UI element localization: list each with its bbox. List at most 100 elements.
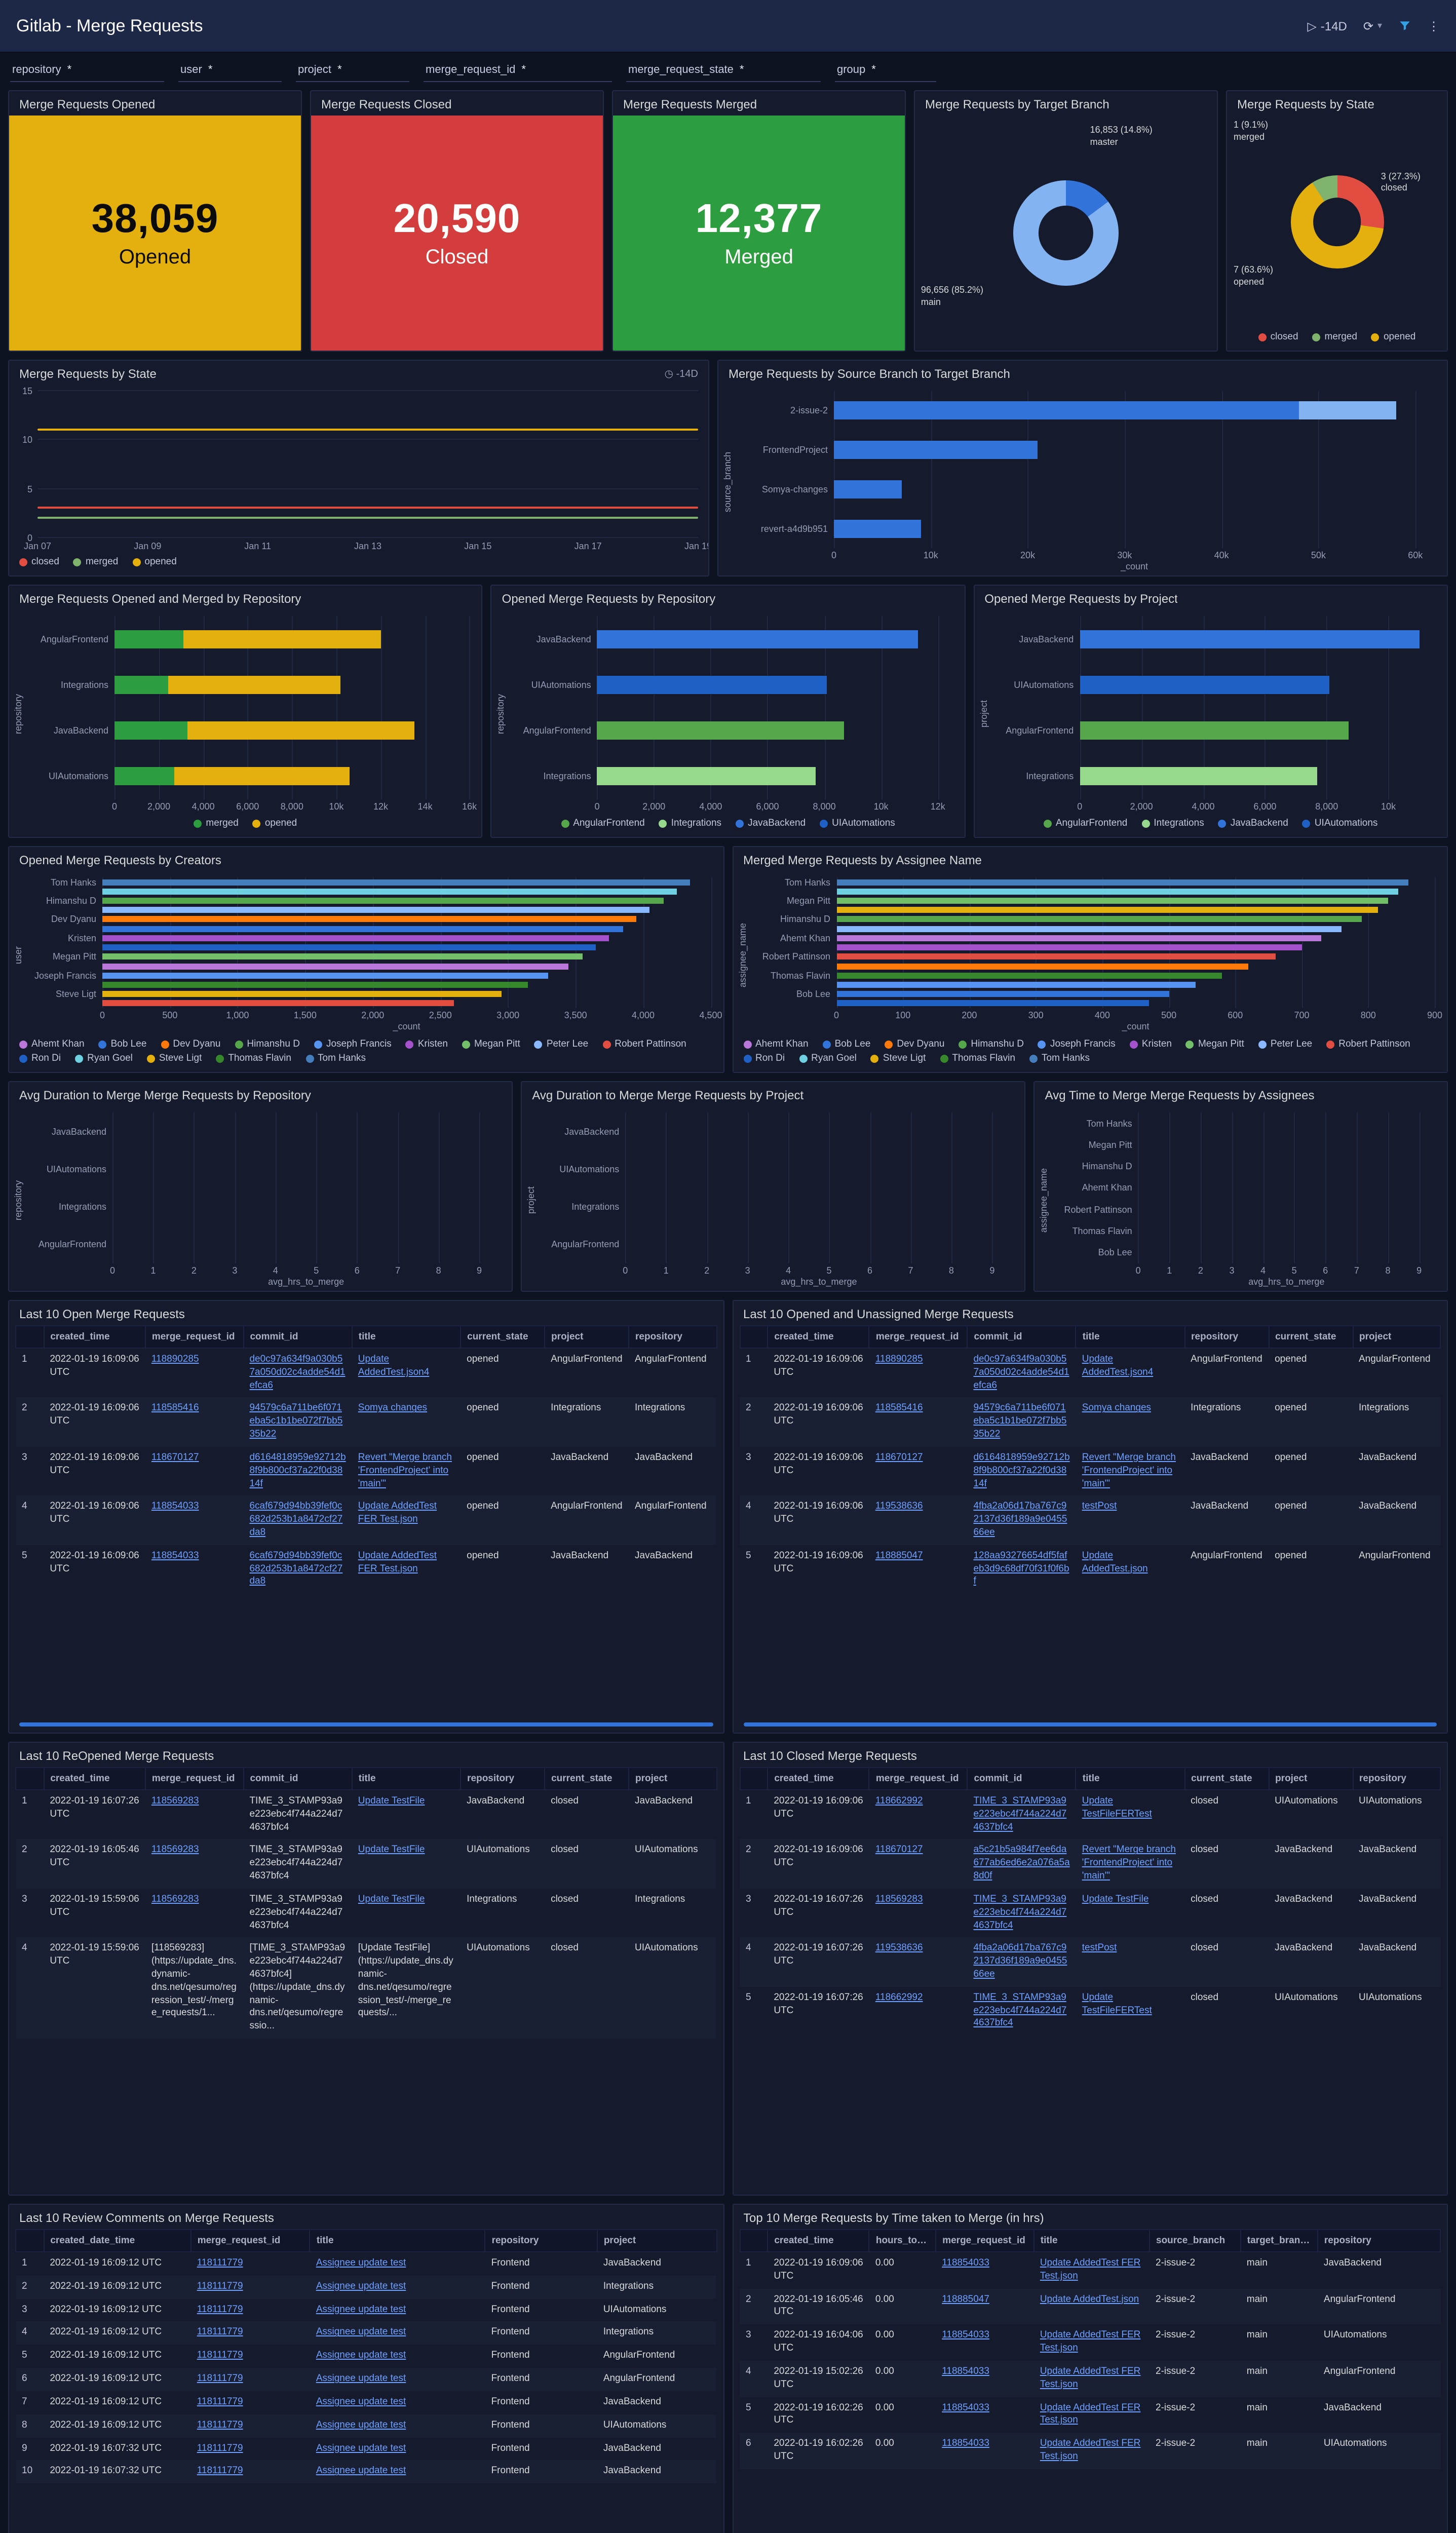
filter-merge-request-id[interactable]: merge_request_id *: [424, 61, 612, 82]
panel-title[interactable]: Opened Merge Requests by Repository: [502, 592, 716, 606]
table-row[interactable]: 1 2022-01-19 16:09:06 UTC 0.00 118854033 Upd…: [740, 2252, 1440, 2288]
table-row[interactable]: 1 2022-01-19 16:09:12 UTC 118111779 Assigne…: [16, 2252, 716, 2276]
table-link[interactable]: Update AddedTest FER Test.json: [358, 1501, 437, 1525]
panel-title[interactable]: Last 10 Open Merge Requests: [19, 1307, 185, 1321]
table-link[interactable]: Somya changes: [358, 1402, 428, 1414]
table-link[interactable]: 118670127: [875, 1844, 923, 1856]
legend-item[interactable]: Robert Pattinson: [602, 1039, 686, 1050]
legend-item[interactable]: Robert Pattinson: [1326, 1039, 1410, 1050]
table-link[interactable]: Update AddedTest.json4: [1082, 1354, 1154, 1378]
table-link[interactable]: 118854033: [151, 1550, 199, 1561]
table-link[interactable]: 118890285: [151, 1354, 199, 1365]
table-link[interactable]: Assignee update test: [316, 2419, 406, 2431]
table-link[interactable]: TIME_3_STAMP93a9e223ebc4f744a224d74637bf…: [973, 1893, 1067, 1931]
table-link[interactable]: 118111779: [197, 2396, 243, 2407]
table-row[interactable]: 5 2022-01-19 16:09:12 UTC 118111779 Assigne…: [16, 2345, 716, 2368]
panel-title[interactable]: Merge Requests Merged: [623, 97, 757, 111]
table-link[interactable]: Update AddedTest.json: [1040, 2293, 1139, 2305]
legend-item[interactable]: Thomas Flavin: [216, 1053, 291, 1064]
column-header[interactable]: created_time: [767, 2229, 870, 2252]
column-header[interactable]: current_state: [544, 1767, 629, 1790]
panel-title[interactable]: Merge Requests Closed: [321, 97, 452, 111]
table-row[interactable]: 2 2022-01-19 16:05:46 UTC 0.00 118885047 Upd…: [740, 2288, 1440, 2325]
filter-user[interactable]: user *: [178, 61, 282, 82]
legend-item[interactable]: AngularFrontend: [561, 818, 645, 829]
table-row[interactable]: 4 2022-01-19 16:09:06 UTC 118854033 6caf679…: [16, 1495, 716, 1545]
legend-item[interactable]: Himanshu D: [235, 1039, 300, 1050]
column-header[interactable]: created_date_time: [43, 2229, 191, 2252]
table-row[interactable]: 8 2022-01-19 16:09:12 UTC 118111779 Assigne…: [16, 2414, 716, 2437]
legend-item[interactable]: Integrations: [659, 818, 721, 829]
table-link[interactable]: TIME_3_STAMP93a9e223ebc4f744a224d74637bf…: [973, 1991, 1067, 2029]
column-header[interactable]: created_time: [767, 1325, 870, 1349]
filter-funnel-icon[interactable]: [1398, 19, 1411, 32]
panel-title[interactable]: Last 10 ReOpened Merge Requests: [19, 1749, 214, 1763]
horizontal-scrollbar[interactable]: [19, 1722, 713, 1726]
panel-title[interactable]: Opened Merge Requests by Creators: [19, 853, 221, 867]
table-link[interactable]: 94579c6a711be6f071eba5c1b1be072f7bb535b2…: [249, 1402, 343, 1440]
legend-item[interactable]: JavaBackend: [736, 818, 806, 829]
table-link[interactable]: Update TestFile: [358, 1844, 425, 1856]
filter-project[interactable]: project *: [296, 61, 409, 82]
column-header[interactable]: current_state: [1268, 1325, 1353, 1349]
table-link[interactable]: 4fba2a06d17ba767c92137d36f189a9e045566ee: [973, 1942, 1067, 1980]
legend-item[interactable]: Dev Dyanu: [885, 1039, 944, 1050]
column-header[interactable]: repository: [1317, 2229, 1441, 2252]
table-link[interactable]: 118670127: [875, 1451, 923, 1463]
legend-item[interactable]: Joseph Francis: [314, 1039, 392, 1050]
table-link[interactable]: 118111779: [197, 2442, 243, 2453]
table-link[interactable]: TIME_3_STAMP93a9e223ebc4f744a224d74637bf…: [973, 1795, 1067, 1833]
table-link[interactable]: Update AddedTest FER Test.json: [1040, 2402, 1141, 2426]
panel-title[interactable]: Opened Merge Requests by Project: [984, 592, 1178, 606]
panel-title[interactable]: Merge Requests by Source Branch to Targe…: [729, 367, 1010, 381]
panel-title[interactable]: Merge Requests by State: [19, 367, 157, 381]
column-header[interactable]: repository: [1352, 1767, 1441, 1790]
column-header[interactable]: source_branch: [1149, 2229, 1241, 2252]
legend-item[interactable]: Ron Di: [19, 1053, 61, 1064]
table-link[interactable]: 118885047: [942, 2293, 989, 2305]
table-row[interactable]: 7 2022-01-19 16:09:12 UTC 118111779 Assigne…: [16, 2391, 716, 2414]
filter-merge-request-state[interactable]: merge_request_state *: [626, 61, 821, 82]
legend-item[interactable]: opened: [132, 556, 177, 567]
table-link[interactable]: testPost: [1082, 1501, 1117, 1512]
table-row[interactable]: 4 2022-01-19 16:07:26 UTC 119538636 4fba2a0…: [740, 1937, 1440, 1987]
column-header[interactable]: project: [628, 1767, 717, 1790]
table-row[interactable]: 3 2022-01-19 16:07:26 UTC 118569283 TIME_3_…: [740, 1889, 1440, 1938]
legend-item[interactable]: UIAutomations: [1302, 818, 1377, 829]
table-link[interactable]: a5c21b5a984f7ee6da677ab6ed6e2a076a5a8d0f: [973, 1844, 1070, 1882]
table-link[interactable]: 6caf679d94bb39fef0c682d253b1a8472cf27da8: [249, 1501, 343, 1538]
table-row[interactable]: 4 2022-01-19 15:59:06 UTC [118569283](http…: [16, 1937, 716, 2039]
table-link[interactable]: Update AddedTest.json: [1082, 1550, 1148, 1575]
column-header[interactable]: created_time: [767, 1767, 870, 1790]
table-link[interactable]: Update TestFileFERTest: [1082, 1991, 1152, 2016]
table-row[interactable]: 1 2022-01-19 16:09:06 UTC 118890285 de0c97a…: [740, 1348, 1440, 1398]
table-link[interactable]: 118111779: [197, 2465, 243, 2477]
column-header[interactable]: created_time: [43, 1767, 146, 1790]
table-link[interactable]: 4fba2a06d17ba767c92137d36f189a9e045566ee: [973, 1501, 1067, 1538]
table-link[interactable]: Update AddedTest FER Test.json: [1040, 2329, 1141, 2354]
legend-item[interactable]: Bob Lee: [98, 1039, 146, 1050]
legend-item[interactable]: merged: [73, 556, 118, 567]
table-link[interactable]: Assignee update test: [316, 2465, 406, 2477]
table-link[interactable]: Assignee update test: [316, 2280, 406, 2292]
table-link[interactable]: 118111779: [197, 2304, 243, 2315]
legend-item[interactable]: merged: [194, 818, 239, 829]
legend-item[interactable]: Tom Hanks: [305, 1053, 366, 1064]
table-row[interactable]: 2 2022-01-19 16:09:06 UTC 118670127 a5c21b5…: [740, 1839, 1440, 1889]
legend-item[interactable]: Dev Dyanu: [161, 1039, 220, 1050]
table-link[interactable]: 128aa93276654df5fafeb3d9c68df70f31f0f6bf: [973, 1550, 1069, 1587]
legend-item[interactable]: Tom Hanks: [1029, 1053, 1090, 1064]
table-link[interactable]: 118111779: [197, 2373, 243, 2385]
table-link[interactable]: 118111779: [197, 2280, 243, 2292]
kebab-menu-icon[interactable]: ⋮: [1428, 19, 1440, 33]
legend-item[interactable]: Integrations: [1141, 818, 1204, 829]
legend-item[interactable]: Kristen: [1129, 1039, 1172, 1050]
legend-item[interactable]: Peter Lee: [1258, 1039, 1312, 1050]
table-link[interactable]: 118885047: [875, 1550, 923, 1561]
panel-title[interactable]: Last 10 Review Comments on Merge Request…: [19, 2211, 274, 2225]
column-header[interactable]: title: [1033, 2229, 1151, 2252]
table-link[interactable]: Update AddedTest FER Test.json: [1040, 2257, 1141, 2282]
table-row[interactable]: 3 2022-01-19 16:09:12 UTC 118111779 Assigne…: [16, 2298, 716, 2322]
table-link[interactable]: 118585416: [875, 1402, 923, 1414]
legend-item[interactable]: Himanshu D: [959, 1039, 1024, 1050]
